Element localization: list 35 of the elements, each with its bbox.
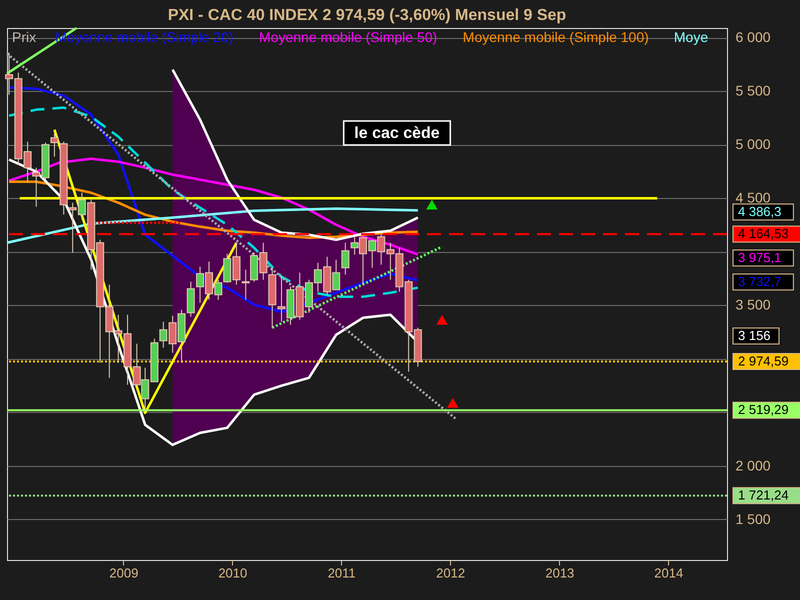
x-tick-label: 2009 [109,566,138,580]
text: 3 156 [738,328,771,343]
y-tick-label: 5 000 [736,136,771,152]
text: 3 975,1 [738,250,782,265]
text: Prix [12,29,36,45]
y-tick-label: 4 500 [736,190,771,206]
y-tick-label: 6 000 [736,29,771,46]
x-tick-label: 2014 [654,566,684,580]
text: 3 732,7 [738,274,782,289]
line-series [6,207,420,244]
x-tick-label: 2013 [545,566,574,580]
point [436,314,448,325]
ref-line-label: 1 721,24 [738,488,789,503]
text: Moye [674,29,708,45]
y-tick-label: 3 500 [736,296,771,313]
text: Moyenne mobile (Simple 100) [462,29,649,45]
ref-line-label: 4 164,53 [738,226,789,242]
text: 4 386,3 [738,204,782,219]
point [447,398,458,408]
candlestick [242,269,250,300]
annotation: le cac cède [354,125,440,142]
x-tick-label: 2010 [218,566,248,580]
candlestick [50,132,58,158]
ref-line-label: 2 974,59 [738,353,789,368]
chart-title: PXI - CAC 40 INDEX 2 974,59 (-3,60%) Mensuel 9 Sep [168,6,566,24]
y-tick-label: 1 500 [736,510,771,527]
point [426,200,438,210]
text: Moyenne mobile (Simple 50) [259,29,438,45]
x-tick-label: 2011 [328,566,356,580]
candlestick [341,242,350,276]
ref-line-label: 2 519,29 [738,402,789,418]
x-tick-label: 2012 [436,566,466,580]
y-tick-label: 5 500 [736,82,771,99]
y-tick-label: 2 000 [736,457,771,474]
candlestick [186,281,195,318]
